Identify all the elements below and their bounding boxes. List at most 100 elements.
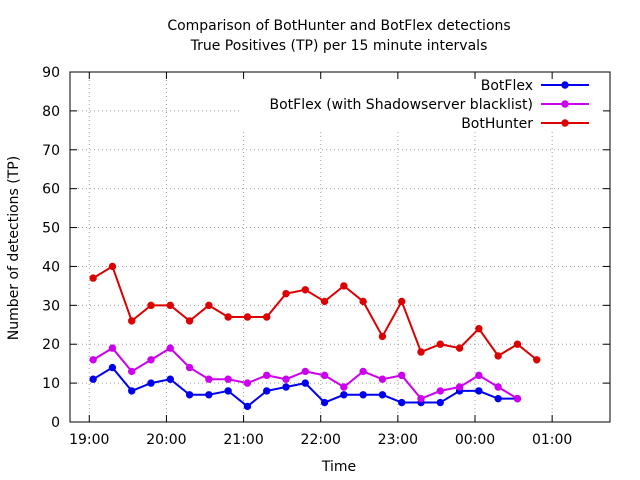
- chart-title: Comparison of BotHunter and BotFlex dete…: [167, 18, 510, 34]
- data-point: [436, 340, 444, 348]
- data-point: [378, 375, 387, 383]
- data-point: [398, 398, 406, 407]
- data-point: [475, 387, 483, 395]
- data-point: [320, 371, 329, 380]
- data-point: [243, 313, 252, 321]
- data-point: [436, 398, 444, 407]
- data-point: [147, 379, 155, 387]
- grid-lines: [70, 72, 610, 422]
- data-point: [494, 352, 502, 360]
- data-point: [494, 394, 502, 403]
- legend-label: BotFlex (with Shadowserver blacklist): [269, 97, 533, 113]
- y-tick-label: 50: [42, 221, 60, 237]
- data-point: [224, 387, 232, 395]
- data-point: [89, 274, 97, 282]
- data-point: [340, 391, 348, 399]
- data-point: [378, 332, 387, 341]
- data-point: [282, 289, 290, 298]
- data-point: [301, 367, 309, 376]
- y-tick-label: 0: [51, 415, 60, 431]
- data-point: [494, 383, 502, 391]
- x-tick-label: 01:00: [532, 432, 572, 448]
- data-point: [340, 383, 348, 391]
- data-point: [417, 348, 425, 356]
- y-tick-label: 60: [42, 182, 60, 198]
- legend-marker: [561, 81, 569, 89]
- legend-label: BotFlex: [481, 78, 533, 94]
- data-point: [108, 344, 117, 352]
- data-point: [359, 367, 367, 376]
- data-point: [320, 297, 329, 306]
- data-point: [359, 297, 367, 306]
- y-axis-label: Number of detections (TP): [6, 156, 22, 340]
- data-point: [89, 375, 97, 383]
- data-point: [263, 313, 271, 321]
- data-point: [89, 356, 97, 364]
- data-point: [378, 391, 387, 399]
- data-point: [185, 363, 194, 372]
- data-point: [455, 383, 464, 391]
- data-point: [243, 402, 252, 411]
- y-tick-label: 40: [42, 259, 60, 275]
- axes: [69, 71, 611, 423]
- data-point: [224, 375, 232, 383]
- data-point: [475, 371, 483, 380]
- y-tick-label: 10: [42, 376, 60, 392]
- data-point: [108, 262, 117, 271]
- x-tick-label: 19:00: [69, 432, 109, 448]
- data-point: [513, 340, 522, 348]
- data-point: [301, 379, 309, 387]
- data-point: [282, 375, 290, 383]
- data-point: [263, 387, 271, 395]
- data-point: [147, 301, 155, 310]
- chart-subtitle: True Positives (TP) per 15 minute interv…: [190, 38, 488, 54]
- data-point: [166, 301, 174, 310]
- data-point: [436, 387, 444, 395]
- y-axis-ticks: 0 10 20 30 40 50 60 70 80 90: [42, 65, 610, 431]
- data-point: [340, 282, 348, 290]
- series-group: [89, 262, 541, 411]
- x-tick-label: 22:00: [301, 432, 341, 448]
- x-tick-label: 21:00: [223, 432, 263, 448]
- data-point: [320, 398, 329, 407]
- data-point: [533, 356, 541, 364]
- data-point: [108, 363, 117, 372]
- legend-label: BotHunter: [461, 116, 533, 132]
- series-1: [89, 344, 522, 403]
- y-tick-label: 80: [42, 104, 60, 120]
- y-tick-label: 20: [42, 337, 60, 353]
- data-point: [282, 383, 290, 391]
- x-axis-ticks: 19:00 20:00 21:00 22:00 23:00 00:00 01:00: [69, 72, 572, 448]
- series-line: [92, 264, 538, 361]
- data-point: [224, 313, 232, 321]
- data-point: [166, 344, 174, 352]
- data-point: [263, 371, 271, 380]
- data-point: [455, 344, 464, 352]
- data-point: [398, 297, 406, 306]
- data-point: [398, 371, 406, 380]
- data-point: [475, 324, 483, 333]
- data-point: [128, 317, 136, 325]
- data-point: [185, 317, 194, 325]
- legend: BotFlex BotFlex (with Shadowserver blackl…: [269, 78, 589, 132]
- data-point: [205, 301, 213, 310]
- series-2: [89, 262, 541, 364]
- data-point: [301, 286, 309, 294]
- data-point: [128, 387, 136, 395]
- data-point: [205, 391, 213, 399]
- data-point: [359, 391, 367, 399]
- y-tick-label: 90: [42, 65, 60, 81]
- legend-marker: [561, 100, 569, 108]
- data-point: [128, 367, 136, 376]
- data-point: [185, 391, 194, 399]
- data-point: [417, 394, 425, 403]
- legend-marker: [561, 119, 569, 127]
- data-point: [205, 375, 213, 383]
- x-axis-label: Time: [321, 459, 356, 475]
- data-point: [147, 356, 155, 364]
- x-tick-label: 20:00: [146, 432, 186, 448]
- plot-frame: [69, 71, 611, 423]
- y-tick-label: 70: [42, 143, 60, 159]
- x-tick-label: 23:00: [378, 432, 418, 448]
